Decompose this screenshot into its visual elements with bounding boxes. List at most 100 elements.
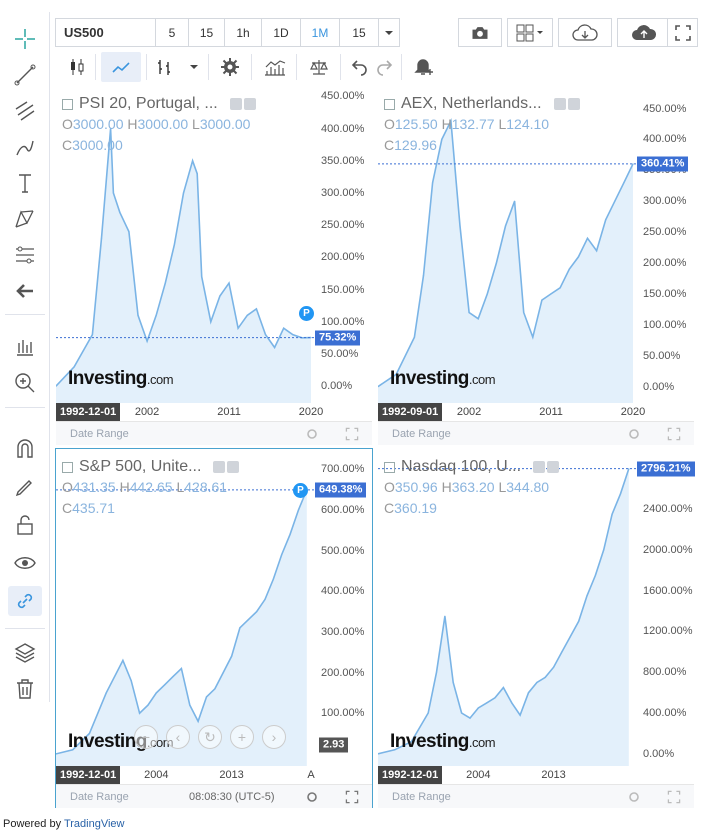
layers-icon[interactable] [8,638,42,668]
chevron-down-icon[interactable] [183,52,205,82]
lock-edit-icon[interactable] [8,472,42,502]
data-point [514,200,516,202]
fullscreen-icon[interactable] [667,18,698,47]
cloud-download-icon[interactable] [558,18,612,47]
date-range-button[interactable]: Date Range [70,791,129,803]
crosshair-icon[interactable] [8,24,42,54]
data-point [146,340,148,342]
brush-icon[interactable] [8,132,42,162]
grid-layout-icon[interactable] [507,18,553,47]
gear-icon[interactable] [304,426,320,442]
trend-line-icon[interactable] [8,60,42,90]
measure-icon[interactable] [8,240,42,270]
data-point [444,615,446,617]
checkbox-icon[interactable] [384,461,395,473]
scroll-left-icon[interactable]: ‹ [166,725,190,749]
eye-icon[interactable] [553,98,566,110]
y-tick-label: 200.00% [643,257,687,270]
interval-5[interactable]: 5 [155,18,189,47]
date-range-button[interactable]: Date Range [392,791,451,803]
x-tick-label: 2020 [298,406,324,418]
time-axis[interactable]: 1992-09-01 2002 2011 2020 [378,403,645,421]
scroll-right-icon[interactable]: › [262,725,286,749]
zoom-in-icon[interactable]: + [230,725,254,749]
fullscreen-icon[interactable] [344,426,360,442]
fullscreen-icon[interactable] [666,789,682,805]
data-point [189,704,191,706]
eye-icon[interactable] [533,461,546,473]
redo-icon[interactable] [373,52,397,82]
fullscreen-icon[interactable] [344,789,360,805]
compare-count[interactable]: 15 [339,18,379,47]
chevron-down-icon[interactable] [378,18,400,47]
chart-pane-nasdaq100[interactable]: Nasdaq 100, U... O350.96 H363.20 L344.80… [378,449,695,808]
interval-1d[interactable]: 1D [261,18,301,47]
eye-icon[interactable] [8,548,42,578]
gear-icon[interactable] [567,98,580,110]
indicators-icon[interactable] [258,52,292,82]
checkbox-icon[interactable] [384,98,395,110]
gear-icon[interactable] [547,461,560,473]
scales-icon[interactable] [303,52,335,82]
price-axis[interactable]: 100.00% 200.00% 300.00% 400.00% 500.00% 600.0… [315,449,372,766]
date-range-button[interactable]: Date Range [392,428,451,440]
area-chart-icon[interactable] [101,52,141,82]
candlestick-icon[interactable] [64,52,90,82]
plot-area[interactable]: PSI 20, Portugal, ... O3000.00 H3000.00 … [56,86,315,403]
y-tick-label: 50.00% [643,349,681,362]
fib-icon[interactable] [8,96,42,126]
unlock-icon[interactable] [8,510,42,540]
plot-area[interactable]: S&P 500, Unite... O431.35 H442.65 L428.6… [56,449,315,766]
interval-1h[interactable]: 1h [224,18,262,47]
price-axis[interactable]: 0.00% 400.00% 800.00% 1200.00% 1600.00% 2000.… [637,449,695,766]
undo-icon[interactable] [347,52,371,82]
magnet-icon[interactable] [8,434,42,464]
time-axis[interactable]: 1992-12-01 2002 2011 2020 [56,403,323,421]
add-alert-icon[interactable] [408,52,438,82]
gear-icon[interactable] [243,98,256,110]
tradingview-link[interactable]: TradingView [63,818,125,830]
gear-icon[interactable] [304,789,320,805]
price-axis[interactable]: 0.00% 50.00% 100.00% 150.00% 200.00% 250.00% 3… [637,86,694,403]
cloud-upload-icon[interactable] [617,18,671,47]
p-badge[interactable]: P [293,483,308,498]
x-extra-label: A [307,769,315,781]
date-range-button[interactable]: Date Range [70,428,129,440]
checkbox-icon[interactable] [62,98,73,110]
plot-area[interactable]: Nasdaq 100, U... O350.96 H363.20 L344.80… [378,449,637,766]
data-point [196,173,198,175]
reset-icon[interactable]: ↻ [198,725,222,749]
camera-icon[interactable] [458,18,502,47]
time-axis[interactable]: 1992-12-01 2004 2013 [378,766,637,784]
trash-icon[interactable] [8,674,42,704]
back-arrow-icon[interactable] [8,276,42,306]
gear-icon[interactable] [215,52,245,82]
link-icon[interactable] [8,586,42,616]
chart-pane-aex[interactable]: AEX, Netherlands... O125.50 H132.77 L124… [378,86,694,445]
eye-icon[interactable] [213,461,226,473]
price-axis[interactable]: 0.00% 50.00% 100.00% 150.00% 200.00% 250.00% 3… [315,86,372,403]
text-icon[interactable] [8,168,42,198]
ohlc-values: O3000.00 H3000.00 L3000.00 [62,116,251,132]
zoom-bars-icon[interactable] [8,332,42,362]
interval-1m[interactable]: 1M [300,18,340,47]
y-tick-label: 0.00% [643,747,675,760]
interval-15[interactable]: 15 [188,18,225,47]
p-badge[interactable]: P [299,306,314,321]
pattern-icon[interactable] [8,204,42,234]
checkbox-icon[interactable] [62,461,73,473]
data-point [623,182,625,184]
chart-pane-psi20[interactable]: PSI 20, Portugal, ... O3000.00 H3000.00 … [56,86,372,445]
symbol-input[interactable]: US500 [55,18,156,47]
time-axis[interactable]: 1992-12-01 A 2004 2013 [56,766,315,784]
bars-icon[interactable] [151,52,179,82]
gear-icon[interactable] [227,461,240,473]
zoom-out-icon[interactable]: − [134,725,158,749]
zoom-in-icon[interactable] [8,368,42,398]
gear-icon[interactable] [626,789,642,805]
gear-icon[interactable] [626,426,642,442]
fullscreen-icon[interactable] [666,426,682,442]
chart-pane-sp500[interactable]: S&P 500, Unite... O431.35 H442.65 L428.6… [55,448,373,808]
plot-area[interactable]: AEX, Netherlands... O125.50 H132.77 L124… [378,86,637,403]
eye-icon[interactable] [229,98,242,110]
